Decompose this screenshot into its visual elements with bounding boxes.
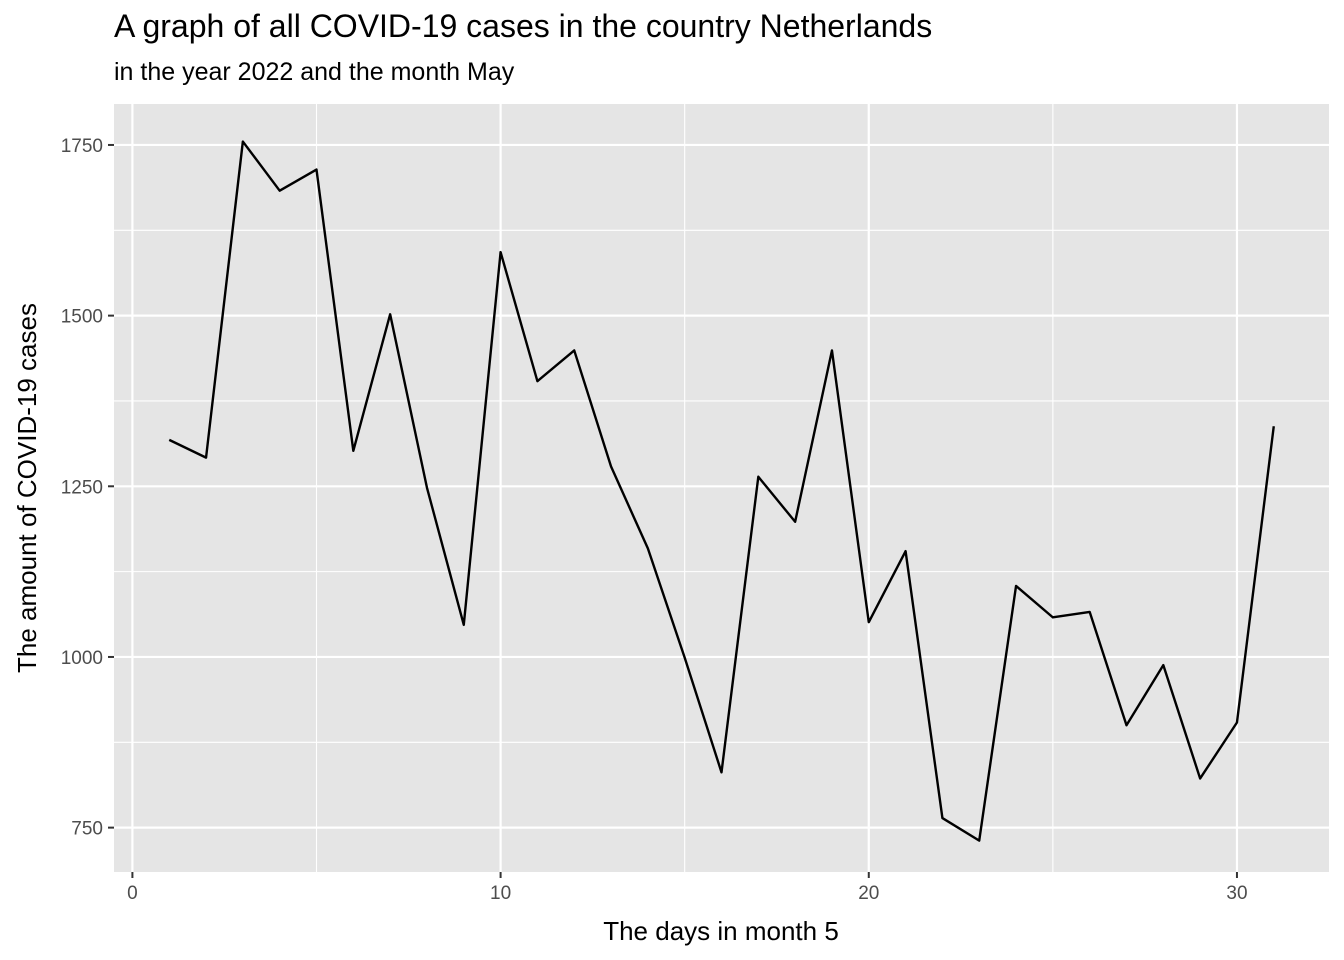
axis-ticks — [108, 143, 1238, 878]
major-gridlines — [114, 104, 1329, 872]
y-tick-label: 1250 — [61, 477, 103, 498]
tick-labels: 0 10 20 30 750 1000 1250 1500 1750 — [61, 136, 1248, 904]
y-tick-label: 1750 — [61, 136, 103, 157]
chart-subtitle: in the year 2022 and the month May — [114, 58, 515, 86]
chart-title: A graph of all COVID-19 cases in the cou… — [114, 8, 933, 44]
x-axis-label: The days in month 5 — [603, 916, 839, 946]
y-tick-label: 1000 — [61, 648, 103, 669]
plot-panel — [114, 104, 1329, 872]
minor-gridlines — [114, 104, 1329, 872]
y-tick-label: 1500 — [61, 307, 103, 328]
series-layer — [168, 140, 1275, 842]
y-tick-label: 750 — [71, 819, 103, 840]
x-tick-label: 20 — [858, 883, 879, 904]
x-tick-label: 30 — [1226, 883, 1247, 904]
series-line — [168, 140, 1275, 842]
x-tick-label: 10 — [490, 883, 511, 904]
y-axis-label: The amount of COVID-19 cases — [12, 303, 42, 673]
x-tick-label: 0 — [127, 883, 138, 904]
